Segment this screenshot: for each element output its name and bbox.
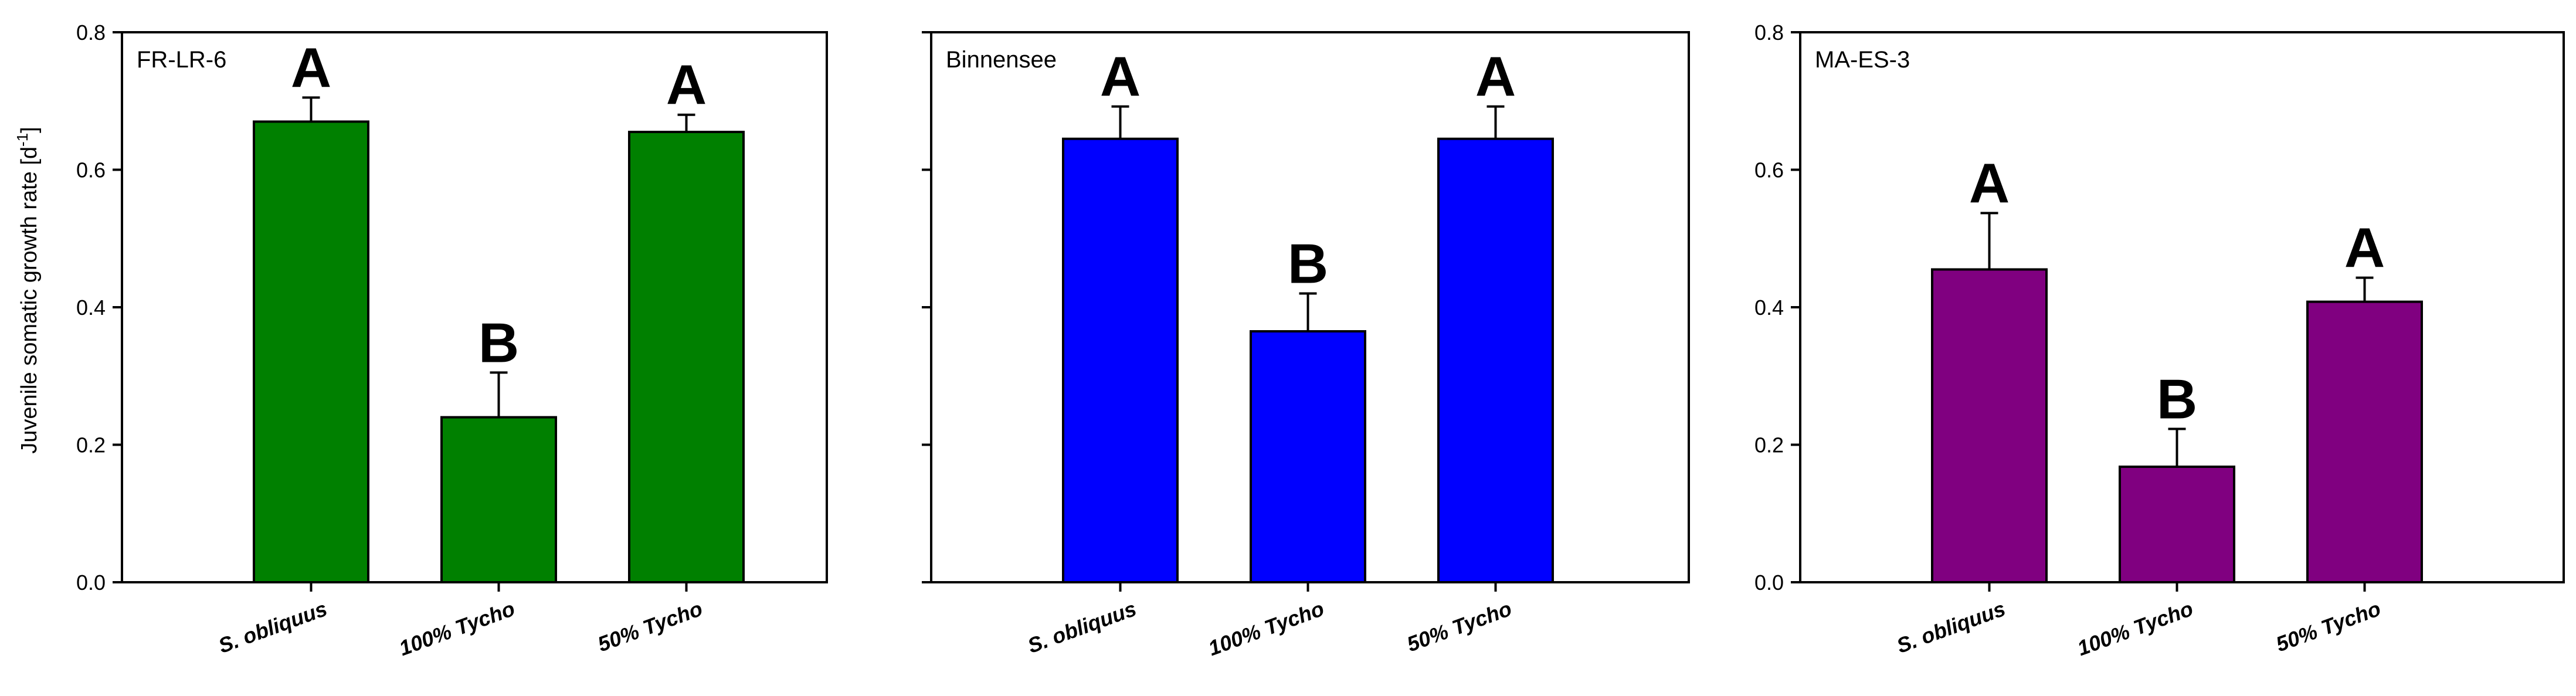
category-label: S. obliquus [215,596,330,658]
bar [253,120,369,584]
bar [1250,330,1366,583]
chart-panels: 0.0 0.2 0.4 0.6 0.8 FR-LR-6 A S. obliquus B 100% … [76,21,2565,660]
bar [1931,268,2048,583]
y-axis-label-end: ] [17,127,42,133]
significance-label: B [478,311,519,374]
y-tick-label: 0.6 [1754,158,1784,182]
bar [440,416,557,583]
category-label: 50% Tycho [595,596,705,656]
panel-title: FR-LR-6 [137,47,226,73]
y-axis-label-main: Juvenile somatic growth rate [d [17,147,42,454]
significance-label: A [2344,217,2385,280]
bar [1062,137,1179,584]
bar [1437,137,1554,584]
significance-label: B [2157,368,2197,431]
significance-label: A [1100,46,1141,108]
significance-label: A [291,36,331,99]
chart-panel: Binnensee A S. obliquus B 100% Tycho A 50% Tyc… [922,31,1690,660]
category-label: S. obliquus [1893,596,2008,658]
y-tick-label: 0.8 [76,21,106,45]
category-label: 50% Tycho [1404,596,1515,656]
category-label: S. obliquus [1024,596,1139,658]
y-tick-label: 0.2 [1754,433,1784,457]
y-axis-label: Juvenile somatic growth rate [d-1] [13,127,42,454]
significance-label: B [1288,233,1328,296]
y-tick-label: 0.2 [76,433,106,457]
bar [2119,466,2235,584]
y-tick-label: 0.8 [1754,21,1784,45]
y-tick-label: 0.4 [76,296,106,320]
y-tick-label: 0.6 [76,158,106,182]
panel-title: MA-ES-3 [1815,47,1910,73]
y-tick-label: 0.0 [76,571,106,595]
panel-title: Binnensee [946,47,1057,73]
category-label: 100% Tycho [396,596,518,660]
bar [2306,300,2423,583]
significance-label: A [1969,152,2010,215]
chart-panel: 0.0 0.2 0.4 0.6 0.8 MA-ES-3 A S. obliquus B 100% … [1754,21,2565,660]
y-tick-label: 0.0 [1754,571,1784,595]
category-label: 50% Tycho [2273,596,2384,656]
y-tick-label: 0.4 [1754,296,1784,320]
category-label: 100% Tycho [1205,596,1327,660]
significance-label: A [1475,46,1516,108]
bar [628,131,745,583]
chart-panel: 0.0 0.2 0.4 0.6 0.8 FR-LR-6 A S. obliquus B 100% … [76,21,828,660]
significance-label: A [666,54,707,117]
category-label: 100% Tycho [2074,596,2196,660]
y-axis-label-superscript: -1 [13,133,31,147]
